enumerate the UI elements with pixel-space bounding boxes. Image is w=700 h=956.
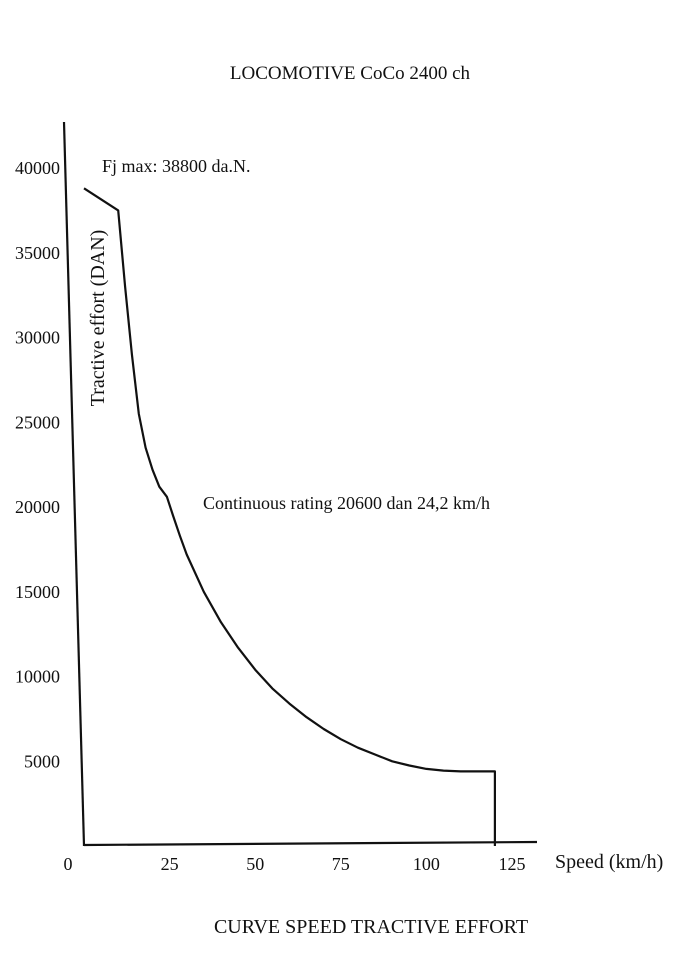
y-axis-line [62, 121, 86, 847]
continuous-rating-annotation: Continuous rating 20600 dan 24,2 km/h [203, 493, 490, 513]
max-effort-annotation: Fj max: 38800 da.N. [102, 156, 251, 176]
x-axis-line [83, 840, 538, 847]
x-tick-label: 50 [246, 854, 264, 874]
x-axis-label: Speed (km/h) [555, 851, 663, 873]
y-tick-label: 35000 [15, 243, 60, 263]
x-tick-label: 0 [64, 854, 73, 874]
x-tick-label: 125 [499, 854, 526, 874]
chart-title: LOCOMOTIVE CoCo 2400 ch [230, 63, 471, 84]
y-tick-label: 5000 [24, 751, 60, 771]
x-tick-label: 25 [161, 854, 179, 874]
chart-caption: CURVE SPEED TRACTIVE EFFORT [214, 916, 528, 938]
y-tick-label: 10000 [15, 667, 60, 687]
y-tick-label: 25000 [15, 412, 60, 432]
y-tick-labels: 5000 10000 15000 20000 25000 30000 35000 40000 [15, 158, 60, 771]
y-tick-label: 15000 [15, 582, 60, 602]
tractive-effort-curve [83, 187, 496, 846]
y-tick-label: 30000 [15, 328, 60, 348]
x-tick-label: 100 [413, 854, 440, 874]
x-tick-labels: 0 25 50 75 100 125 [64, 854, 526, 874]
x-tick-label: 75 [332, 854, 350, 874]
y-tick-label: 20000 [15, 497, 60, 517]
y-tick-label: 40000 [15, 158, 60, 178]
y-axis-label: Tractive effort (DAN) [87, 230, 109, 407]
